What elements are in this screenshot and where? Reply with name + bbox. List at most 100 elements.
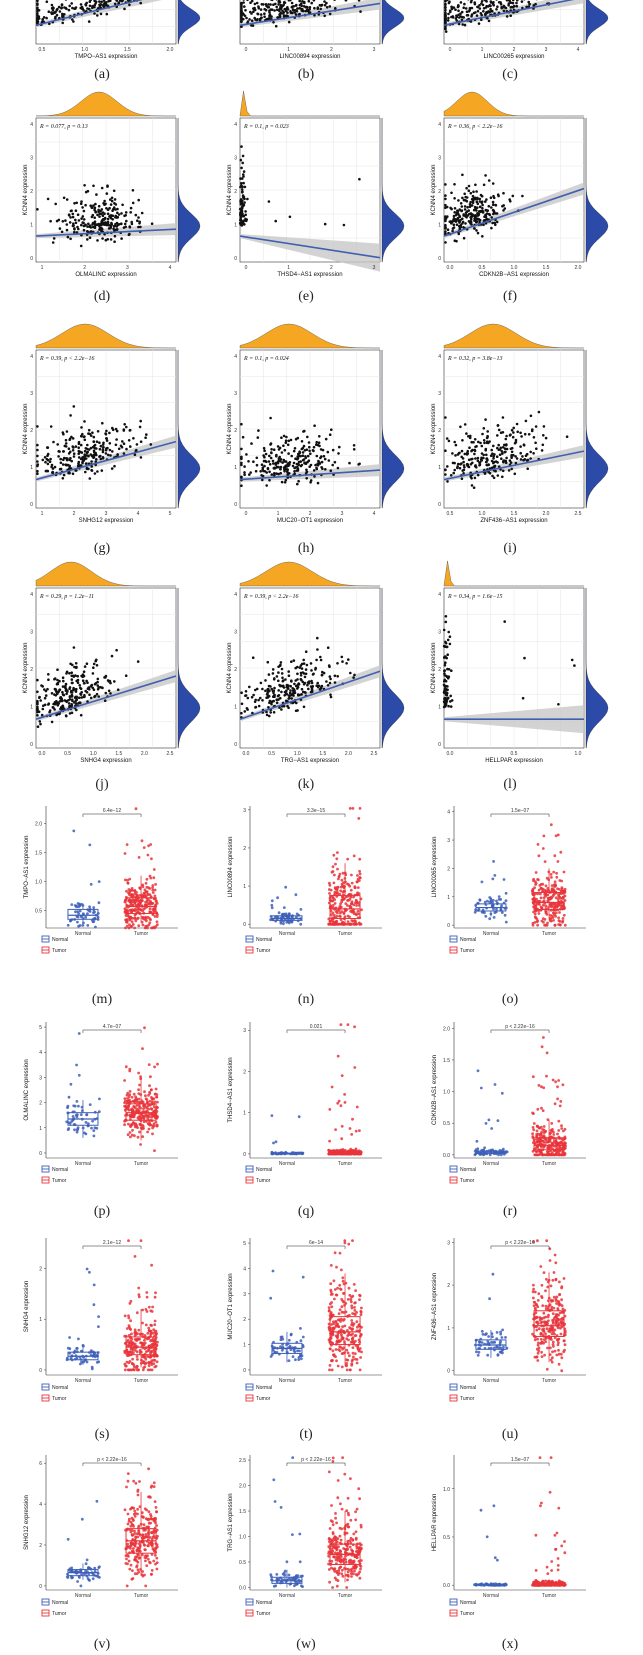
data-point (79, 244, 83, 248)
data-point (499, 446, 503, 450)
jitter-point (340, 1137, 344, 1141)
data-point (524, 419, 528, 423)
x-axis-label: MUC20−OT1 expression (277, 518, 343, 524)
jitter-point (151, 891, 155, 894)
data-point (81, 215, 85, 218)
data-point (532, 436, 536, 439)
data-point (243, 710, 247, 713)
p-value-label: 1.5e−07 (511, 808, 529, 814)
data-point (481, 203, 484, 207)
data-point (253, 2, 257, 6)
data-point (511, 0, 515, 2)
data-point (59, 461, 63, 465)
data-point (65, 223, 69, 226)
data-point (523, 458, 527, 461)
data-point (283, 1, 287, 4)
x-tick-label: 2.5 (575, 511, 582, 517)
data-point (480, 444, 484, 448)
data-point (480, 18, 483, 22)
data-point (315, 466, 318, 470)
jitter-point (294, 893, 298, 897)
jitter-point (351, 910, 354, 914)
data-point (77, 465, 80, 468)
data-point (85, 662, 89, 665)
data-point (482, 427, 486, 430)
jitter-point (557, 916, 560, 920)
data-point (309, 452, 312, 456)
fit-line (239, 2, 381, 27)
data-point (289, 0, 292, 2)
data-point (444, 696, 447, 700)
data-point (324, 437, 328, 441)
data-point (307, 0, 311, 3)
data-point (469, 191, 473, 195)
data-point (273, 695, 276, 699)
data-point (444, 219, 447, 223)
data-point (79, 701, 82, 705)
jitter-point (270, 906, 274, 910)
data-point (243, 5, 246, 8)
data-point (451, 15, 455, 18)
y-tick-label: 2 (438, 667, 441, 673)
data-point (83, 453, 86, 456)
data-point (43, 456, 47, 459)
data-point (469, 475, 473, 479)
jitter-point (340, 1124, 344, 1128)
data-point (83, 438, 87, 442)
jitter-point (153, 1065, 157, 1069)
x-tick-label: 1.0 (294, 751, 301, 757)
data-point (131, 201, 135, 205)
data-point (241, 190, 244, 193)
data-point (114, 443, 118, 447)
data-point (271, 672, 275, 675)
panel-label: (g) (94, 541, 111, 556)
data-point (453, 440, 457, 444)
data-point (304, 672, 308, 676)
data-point (137, 216, 140, 219)
data-point (523, 432, 527, 436)
data-point (239, 198, 243, 202)
data-point (244, 694, 248, 697)
jitter-point (340, 882, 344, 886)
jitter-point (141, 923, 145, 927)
data-point (96, 213, 99, 217)
data-point (273, 472, 276, 475)
top-density (35, 91, 176, 117)
jitter-point (144, 924, 148, 928)
data-point (61, 690, 64, 694)
data-point (302, 444, 306, 448)
data-point (484, 213, 487, 217)
data-point (458, 16, 461, 19)
data-point (116, 688, 120, 691)
data-point (326, 450, 330, 454)
data-point (490, 226, 493, 230)
data-point (283, 690, 287, 694)
data-point (510, 428, 514, 432)
data-point (239, 216, 242, 219)
data-point (263, 449, 266, 453)
jitter-point (537, 888, 541, 892)
data-point (98, 215, 101, 218)
data-point (242, 214, 246, 218)
data-point (310, 686, 314, 690)
data-point (486, 16, 489, 20)
data-point (443, 672, 446, 675)
y-tick-label: 1.0 (443, 1090, 450, 1096)
data-point (120, 222, 123, 225)
data-point (348, 461, 351, 465)
data-point (443, 684, 447, 688)
data-point (496, 474, 500, 477)
jitter-point (356, 909, 360, 913)
data-point (456, 466, 459, 470)
y-tick-label: 2 (30, 667, 33, 673)
jitter-point (493, 1083, 497, 1086)
data-point (445, 656, 449, 660)
data-point (470, 14, 473, 18)
data-point (79, 202, 83, 205)
data-point (519, 451, 522, 455)
data-point (70, 694, 74, 698)
data-point (289, 689, 292, 692)
data-point (296, 709, 299, 712)
data-point (476, 214, 480, 217)
data-point (71, 472, 75, 476)
